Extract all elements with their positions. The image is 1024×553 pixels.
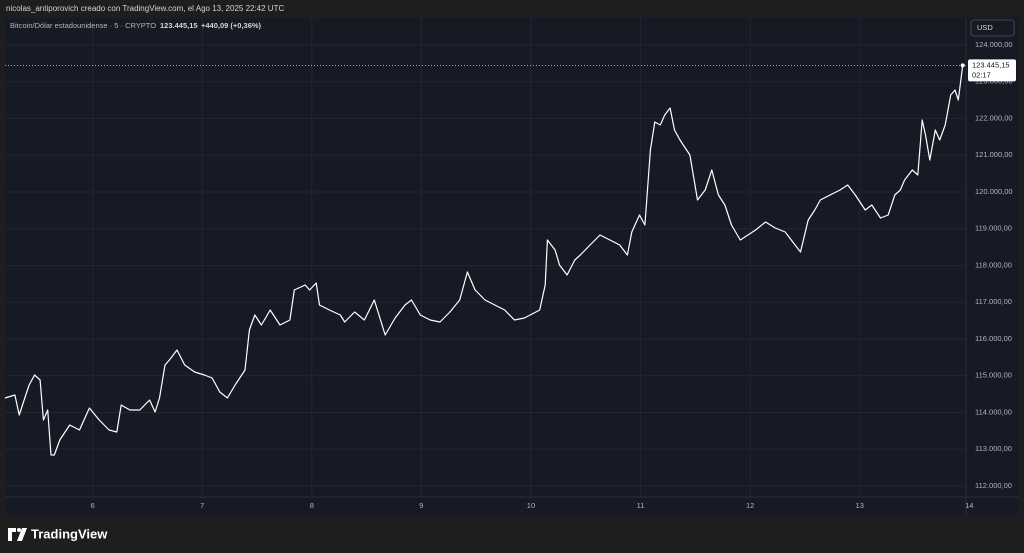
axes: 112.000,00 113.000,00 114.000,00 115.000,00… (91, 40, 1016, 510)
brand-name: TradingView (31, 526, 108, 541)
price-tag-countdown: 02:17 (972, 70, 991, 79)
price-axis (966, 18, 1019, 515)
y-tick-label: 121.000,00 (975, 150, 1013, 159)
y-tick-label: 116.000,00 (975, 334, 1012, 343)
logo-shape (8, 528, 16, 541)
y-tick-label: 113.000,00 (975, 444, 1012, 453)
x-tick-label: 13 (856, 501, 864, 510)
y-tick-label: 122.000,00 (975, 113, 1013, 122)
grid (5, 18, 966, 497)
legend-title: Bitcoin/Dólar estadounidense · 5 · CRYPT… (10, 21, 156, 30)
legend-change: +440,09 (+0,36%) (201, 21, 262, 30)
plot (4, 63, 966, 456)
chart-area (5, 18, 1019, 515)
y-tick-label: 115.000,00 (975, 371, 1012, 380)
legend-price: 123.445,15 (160, 21, 198, 30)
logo-dot (17, 528, 21, 532)
header-credit: nicolas_antiporovich creado con TradingV… (6, 4, 284, 13)
x-tick-label: 11 (637, 501, 645, 510)
x-tick-label: 8 (310, 501, 314, 510)
x-tick-label: 9 (419, 501, 423, 510)
last-point (960, 63, 965, 68)
price-tag (968, 59, 1016, 82)
x-tick-label: 14 (965, 501, 973, 510)
currency-label[interactable]: USD (977, 23, 993, 32)
price-line (4, 65, 964, 456)
y-tick-label: 120.000,00 (975, 187, 1013, 196)
brand-logo (8, 528, 27, 541)
x-tick-label: 7 (200, 501, 204, 510)
x-tick-label: 10 (527, 501, 535, 510)
x-tick-label: 6 (91, 501, 95, 510)
y-tick-label: 112.000,00 (975, 481, 1012, 490)
y-tick-label: 117.000,00 (975, 297, 1012, 306)
y-tick-label: 124.000,00 (975, 40, 1013, 49)
y-tick-label: 114.000,00 (975, 407, 1012, 416)
x-tick-label: 12 (746, 501, 754, 510)
y-tick-label: 118.000,00 (975, 260, 1012, 269)
price-tag-label: 123.445,15 (972, 60, 1010, 69)
y-tick-label: 119.000,00 (975, 224, 1012, 233)
logo-slash (17, 528, 27, 541)
currency-button[interactable] (970, 19, 1015, 37)
